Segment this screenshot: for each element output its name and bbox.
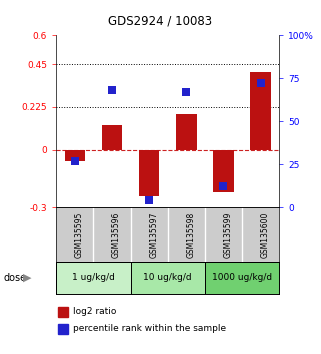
Text: GSM135596: GSM135596 <box>112 211 121 258</box>
Point <box>221 184 226 189</box>
Text: 10 ug/kg/d: 10 ug/kg/d <box>143 273 192 282</box>
Text: dose: dose <box>3 273 26 283</box>
Point <box>72 158 77 164</box>
Point <box>258 81 263 86</box>
Bar <box>139 150 159 196</box>
Bar <box>131 262 205 294</box>
Text: ▶: ▶ <box>23 273 31 283</box>
Bar <box>250 72 271 150</box>
Bar <box>58 307 68 317</box>
Bar <box>176 114 196 150</box>
Bar <box>58 324 68 333</box>
Point <box>147 198 152 203</box>
Text: GDS2924 / 10083: GDS2924 / 10083 <box>108 14 213 27</box>
Point <box>109 87 115 93</box>
Text: GSM135597: GSM135597 <box>149 211 158 258</box>
Text: percentile rank within the sample: percentile rank within the sample <box>73 324 226 333</box>
Text: GSM135599: GSM135599 <box>223 211 232 258</box>
Text: 1 ug/kg/d: 1 ug/kg/d <box>72 273 115 282</box>
Point <box>184 89 189 95</box>
Bar <box>205 262 279 294</box>
Text: GSM135598: GSM135598 <box>186 211 195 258</box>
Bar <box>56 262 131 294</box>
Text: GSM135595: GSM135595 <box>75 211 84 258</box>
Bar <box>65 150 85 161</box>
Text: GSM135600: GSM135600 <box>261 211 270 258</box>
Bar <box>213 150 234 192</box>
Bar <box>102 125 122 150</box>
Text: 1000 ug/kg/d: 1000 ug/kg/d <box>212 273 272 282</box>
Text: log2 ratio: log2 ratio <box>73 307 116 316</box>
